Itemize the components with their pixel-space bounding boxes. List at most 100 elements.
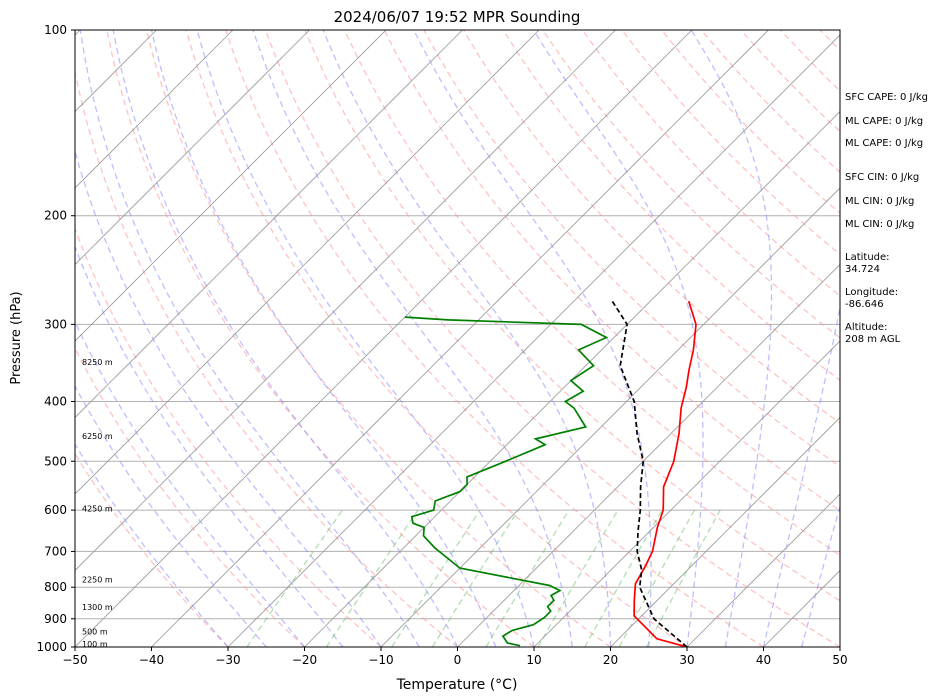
x-axis-ticks: −50 −40 −30 −20 −10 0 10 20 30 40 50 — [62, 647, 848, 667]
moist-adiabat — [75, 148, 382, 647]
dry-adiabat — [75, 452, 229, 647]
dry-adiabat — [75, 346, 305, 647]
moist-adiabat — [79, 30, 420, 647]
y-tick-label: 100 — [44, 23, 67, 37]
moist-adiabat — [533, 30, 704, 647]
ml-cin-text: ML CIN: 0 J/kg — [845, 196, 915, 207]
height-label: 1300 m — [82, 603, 113, 612]
height-label: 2250 m — [82, 576, 113, 585]
isotherm — [457, 263, 840, 647]
x-axis-label: Temperature (°C) — [396, 677, 518, 693]
x-tick-label: −40 — [139, 653, 164, 667]
y-tick-label: 400 — [44, 394, 67, 408]
height-label: 500 m — [82, 627, 108, 636]
mixing-ratio-line — [431, 509, 519, 647]
dry-adiabat — [383, 30, 840, 512]
y-tick-label: 600 — [44, 503, 67, 517]
ml-cape-text-2: ML CAPE: 0 J/kg — [845, 138, 924, 149]
mixing-ratio-lines — [246, 509, 721, 647]
parcel-profile — [611, 300, 688, 647]
mixing-ratio-line — [391, 509, 481, 647]
x-tick-label: 30 — [679, 653, 694, 667]
isotherm — [686, 493, 840, 647]
x-tick-label: −50 — [62, 653, 87, 667]
mixing-ratio-line — [646, 509, 721, 647]
x-tick-label: 20 — [603, 653, 618, 667]
moist-adiabat — [252, 30, 573, 647]
x-tick-label: 0 — [454, 653, 462, 667]
dry-adiabat — [344, 30, 840, 556]
y-tick-label: 500 — [44, 454, 67, 468]
isotherm — [75, 30, 693, 647]
isotherm — [75, 30, 234, 189]
height-label: 6250 m — [82, 432, 113, 441]
dewpoint-profile — [404, 316, 609, 647]
isotherm — [75, 30, 387, 342]
dry-adiabat — [225, 30, 764, 647]
latitude-text: Latitude: 34.724 — [845, 252, 890, 275]
pressure-gridlines — [75, 29, 840, 648]
dry-adiabat — [423, 30, 840, 468]
isotherm — [380, 187, 840, 647]
dry-adiabat — [264, 30, 840, 647]
y-tick-label: 1000 — [36, 640, 67, 654]
dry-adiabat — [185, 30, 688, 647]
moist-adiabat — [112, 30, 459, 647]
sfc-cin-text: SFC CIN: 0 J/kg — [845, 172, 920, 183]
dry-adiabat — [145, 30, 611, 647]
height-label: 8250 m — [82, 358, 113, 367]
moist-adiabats — [75, 30, 840, 647]
y-axis-label: Pressure (hPa) — [9, 291, 24, 384]
altitude-text: Altitude: 208 m AGL — [845, 322, 901, 345]
moist-adiabat — [196, 30, 535, 647]
temperature-profile — [633, 300, 697, 647]
mixing-ratio-line — [537, 509, 619, 647]
height-label: 4250 m — [82, 504, 113, 513]
isotherm — [75, 30, 463, 419]
mixing-ratio-line — [246, 509, 344, 647]
y-tick-label: 800 — [44, 580, 67, 594]
mixing-ratio-line — [584, 509, 663, 647]
isotherm — [304, 110, 840, 647]
height-label: 100 m — [82, 640, 108, 649]
sfc-cape-text: SFC CAPE: 0 J/kg — [845, 92, 928, 103]
plot-frame — [74, 29, 841, 648]
x-tick-label: 50 — [832, 653, 847, 667]
isotherm — [75, 30, 540, 495]
moist-adiabat — [75, 384, 267, 647]
ml-cape-text: ML CAPE: 0 J/kg — [845, 116, 924, 127]
moist-adiabat — [762, 304, 840, 647]
moist-adiabat — [801, 504, 840, 647]
chart-title: 2024/06/07 19:52 MPR Sounding — [334, 8, 581, 26]
x-tick-label: −30 — [215, 653, 240, 667]
x-tick-label: −10 — [368, 653, 393, 667]
moist-adiabat — [413, 30, 652, 647]
dry-adiabat — [304, 30, 840, 602]
y-tick-label: 200 — [44, 209, 67, 223]
moist-adiabat — [690, 30, 773, 647]
mixing-ratio-line — [325, 509, 419, 647]
isotherm — [227, 34, 840, 647]
isotherm — [0, 30, 4, 647]
isotherm — [151, 30, 769, 647]
dry-adiabats — [75, 30, 840, 647]
y-tick-label: 900 — [44, 612, 67, 626]
y-tick-label: 700 — [44, 544, 67, 558]
longitude-text: Longitude: -86.646 — [845, 287, 899, 310]
isotherm — [75, 30, 616, 572]
moist-adiabat — [150, 30, 497, 647]
mixing-ratio-line — [485, 509, 570, 647]
skewed-isotherms — [0, 30, 840, 647]
moist-adiabat — [75, 244, 344, 647]
background-lines — [0, 30, 840, 647]
ml-cin-text-2: ML CIN: 0 J/kg — [845, 219, 915, 230]
moist-adiabat — [322, 30, 612, 647]
dry-adiabat — [75, 69, 458, 647]
isotherm — [75, 30, 310, 266]
isotherm — [610, 416, 840, 647]
x-tick-label: 40 — [756, 653, 771, 667]
y-tick-label: 300 — [44, 317, 67, 331]
height-labels: 100 m 500 m 1300 m 2250 m 4250 m 6250 m 8250 m — [82, 358, 113, 649]
x-tick-label: 10 — [526, 653, 541, 667]
